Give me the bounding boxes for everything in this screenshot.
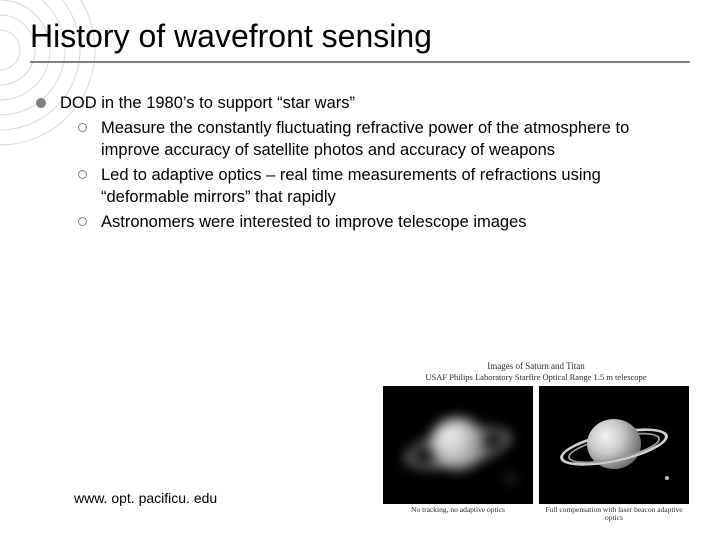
bullet-level2-text: Astronomers were interested to improve t… bbox=[101, 212, 527, 233]
bullet-level2: Astronomers were interested to improve t… bbox=[30, 212, 690, 233]
slide-title: History of wavefront sensing bbox=[30, 18, 690, 63]
images-subtitle: USAF Philips Laboratory Starfire Optical… bbox=[376, 372, 696, 382]
bullet-level2: Measure the constantly fluctuating refra… bbox=[30, 118, 690, 161]
bullet-dot-icon bbox=[36, 98, 46, 108]
saturn-sharp-content bbox=[539, 386, 689, 504]
image-right-caption: Full compensation with laser beacon adap… bbox=[539, 506, 689, 523]
image-left-column: No tracking, no adaptive optics bbox=[383, 386, 533, 523]
bullet-circle-icon bbox=[78, 170, 87, 179]
saturn-blurry-content bbox=[383, 386, 533, 504]
bullet-circle-icon bbox=[78, 123, 87, 132]
bullet-level1-text: DOD in the 1980’s to support “star wars” bbox=[60, 93, 355, 114]
saturn-sharp-image bbox=[539, 386, 689, 504]
footer-url: www. opt. pacificu. edu bbox=[74, 490, 217, 506]
bullet-circle-icon bbox=[78, 217, 87, 226]
images-title: Images of Saturn and Titan bbox=[376, 361, 696, 371]
slide-container: History of wavefront sensing DOD in the … bbox=[0, 0, 720, 540]
saturn-blurry-image bbox=[383, 386, 533, 504]
bullet-level2-text: Led to adaptive optics – real time measu… bbox=[101, 165, 690, 208]
image-right-column: Full compensation with laser beacon adap… bbox=[539, 386, 689, 523]
bullet-level2: Led to adaptive optics – real time measu… bbox=[30, 165, 690, 208]
comparison-images: Images of Saturn and Titan USAF Philips … bbox=[376, 361, 696, 523]
image-left-caption: No tracking, no adaptive optics bbox=[383, 506, 533, 514]
images-row: No tracking, no adaptive optics Full com… bbox=[376, 386, 696, 523]
bullet-level1: DOD in the 1980’s to support “star wars” bbox=[30, 93, 690, 114]
bullet-level2-text: Measure the constantly fluctuating refra… bbox=[101, 118, 690, 161]
body-content: DOD in the 1980’s to support “star wars”… bbox=[30, 93, 690, 234]
